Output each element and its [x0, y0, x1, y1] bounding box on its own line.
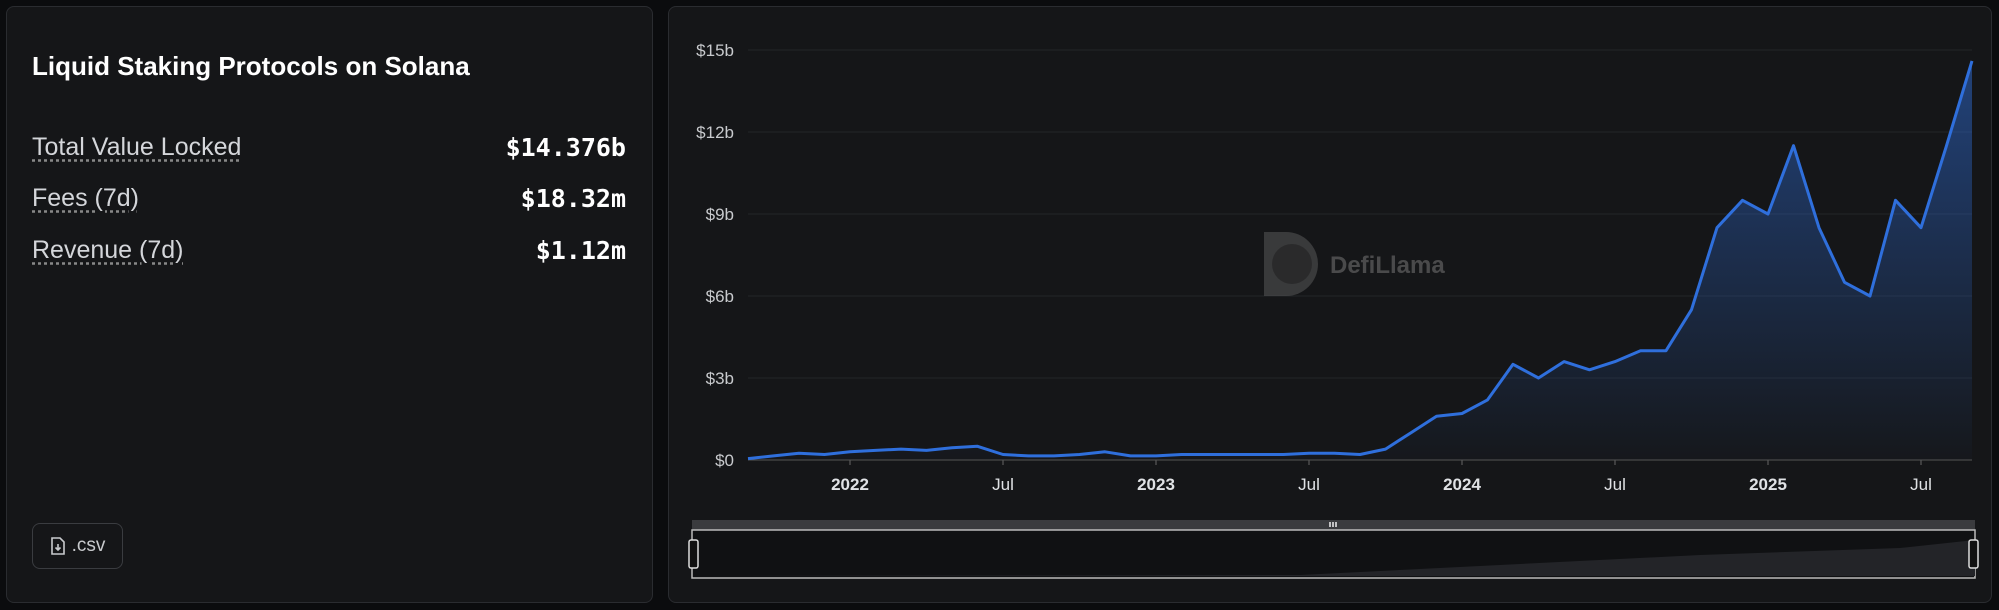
x-tick-label: Jul	[1910, 475, 1932, 494]
metric-label[interactable]: Fees (7d)	[32, 184, 139, 212]
metric-row: Total Value Locked $14.376b	[32, 133, 626, 162]
metric-row: Fees (7d) $18.32m	[32, 184, 626, 213]
metric-label[interactable]: Total Value Locked	[32, 133, 242, 161]
x-tick-label: 2022	[831, 475, 869, 494]
metric-row: Revenue (7d) $1.12m	[32, 236, 626, 265]
watermark: DefiLlama	[1264, 232, 1445, 296]
y-tick-label: $3b	[706, 369, 734, 388]
metric-value: $1.12m	[535, 236, 626, 265]
y-tick-label: $9b	[706, 205, 734, 224]
x-tick-label: Jul	[1604, 475, 1626, 494]
y-tick-label: $12b	[696, 123, 734, 142]
csv-label: .csv	[71, 535, 106, 556]
metric-label[interactable]: Revenue (7d)	[32, 236, 184, 264]
y-tick-label: $6b	[706, 287, 734, 306]
metric-value: $14.376b	[505, 133, 626, 162]
csv-button[interactable]: .csv	[32, 523, 123, 569]
x-tick-label: 2023	[1137, 475, 1175, 494]
area-fill	[748, 60, 1972, 461]
file-icon	[50, 537, 65, 555]
x-tick-label: Jul	[992, 475, 1014, 494]
y-tick-label: $15b	[696, 41, 734, 60]
panel-title: Liquid Staking Protocols on Solana	[32, 51, 470, 81]
line	[747, 60, 1974, 461]
y-tick-label: $0	[715, 451, 734, 470]
brush[interactable]	[688, 520, 1979, 579]
x-tick-label: Jul	[1298, 475, 1320, 494]
watermark-text: DefiLlama	[1330, 252, 1445, 279]
x-tick-label: 2024	[1443, 475, 1481, 494]
summary-panel: Liquid Staking Protocols on Solana Total…	[6, 6, 653, 603]
x-tick-label: 2025	[1749, 475, 1787, 494]
metric-value: $18.32m	[520, 184, 626, 213]
